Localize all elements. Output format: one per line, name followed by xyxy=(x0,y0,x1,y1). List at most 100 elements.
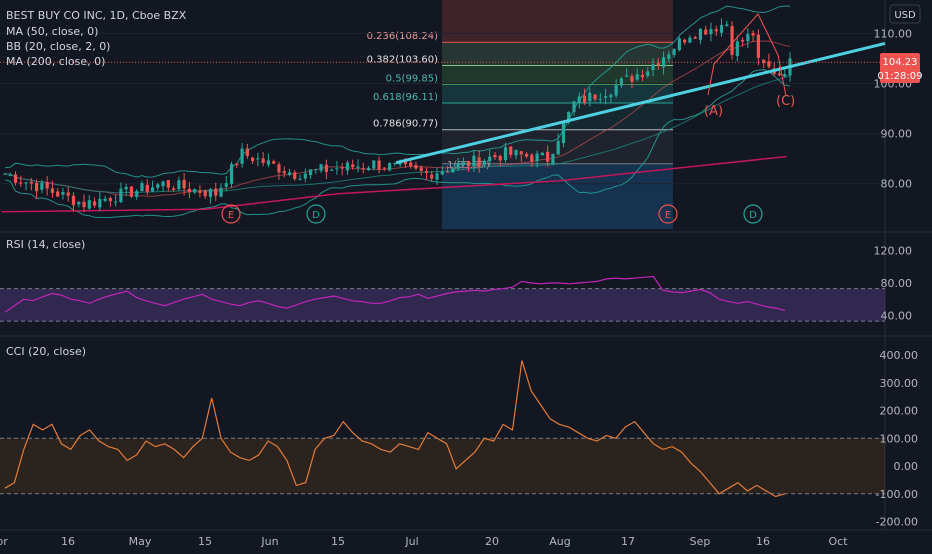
currency-label: USD xyxy=(894,10,916,21)
candle-body xyxy=(103,198,107,201)
x-axis-tick: 17 xyxy=(621,535,635,548)
currency-badge xyxy=(889,4,921,24)
cci-axis-tick: 400.00 xyxy=(880,349,919,362)
candle-body xyxy=(588,92,592,102)
candle-body xyxy=(303,173,307,179)
cci-axis-tick: -100.00 xyxy=(876,488,918,501)
candle-body xyxy=(598,98,602,100)
event-marker-letter: E xyxy=(665,210,671,221)
candle-body xyxy=(135,191,139,197)
candle-body xyxy=(114,201,118,203)
candle-body xyxy=(256,158,260,160)
cci-axis-tick: 100.00 xyxy=(880,432,919,445)
candle-body xyxy=(625,75,629,77)
candle-body xyxy=(35,182,39,192)
fib-level-label: 0.5(99.85) xyxy=(386,73,438,84)
candle-body xyxy=(214,188,218,196)
candle-body xyxy=(308,169,313,176)
candle-body xyxy=(235,163,239,166)
candle-body xyxy=(382,167,386,169)
last-price-tag xyxy=(880,53,920,83)
event-marker: E xyxy=(221,204,241,224)
candle-body xyxy=(182,179,186,189)
fib-level-label: 0.382(103.60) xyxy=(367,54,439,65)
candle-body xyxy=(614,85,618,96)
fib-zone xyxy=(442,0,673,43)
price-axis-tick: 80.00 xyxy=(881,178,913,191)
candle-body xyxy=(251,157,255,162)
candle-body xyxy=(535,153,539,162)
candle-body xyxy=(561,122,566,144)
candle-body xyxy=(461,161,465,166)
candle-body xyxy=(551,153,555,164)
fib-level-label: 0.786(90.77) xyxy=(373,119,438,130)
candle-body xyxy=(282,171,286,174)
candle-body xyxy=(287,172,292,176)
candle-body xyxy=(92,201,97,206)
candle-body xyxy=(324,164,328,172)
candle-body xyxy=(29,181,33,184)
candle-body xyxy=(193,189,197,193)
wave-label-a: (A) xyxy=(704,104,723,119)
candle-body xyxy=(398,162,402,165)
candle-body xyxy=(387,163,392,171)
fib-level-label: 0.618(96.11) xyxy=(373,92,438,103)
candle-body xyxy=(372,160,376,169)
indicator-legend: MA (50, close, 0) xyxy=(6,25,98,38)
candle-body xyxy=(150,187,155,192)
x-axis-tick: 15 xyxy=(331,535,345,548)
candle-body xyxy=(266,160,271,165)
x-axis-tick: 20 xyxy=(485,535,499,548)
candle-body xyxy=(688,37,692,43)
cci-axis-tick: 200.00 xyxy=(880,405,919,418)
event-marker-circle xyxy=(658,204,678,224)
candle-body xyxy=(530,154,534,162)
price-axis-tick: 110.00 xyxy=(874,27,913,40)
candle-body xyxy=(440,171,444,175)
candle-body xyxy=(604,96,608,98)
candle-body xyxy=(377,160,381,170)
price-axis-tick: 90.00 xyxy=(881,128,913,141)
candle-body xyxy=(704,29,708,35)
candle-body xyxy=(524,153,529,157)
candle-body xyxy=(619,78,624,86)
candle-body xyxy=(171,188,176,190)
candle-body xyxy=(419,167,423,171)
candle-body xyxy=(498,155,502,161)
candle-body xyxy=(140,183,144,192)
candle-body xyxy=(693,37,697,39)
candle-body xyxy=(24,182,28,184)
candle-body xyxy=(366,167,371,171)
fib-zone xyxy=(442,42,673,66)
candle-body xyxy=(87,200,91,209)
candle-body xyxy=(403,161,408,165)
candle-body xyxy=(261,158,265,163)
rsi-band-fill xyxy=(0,288,885,322)
candle-body xyxy=(556,141,560,155)
candle-body xyxy=(667,54,671,59)
trendline xyxy=(395,41,886,165)
fib-zone xyxy=(442,84,673,103)
candle-body xyxy=(451,168,455,173)
candle-body xyxy=(435,173,439,180)
candle-body xyxy=(683,39,687,43)
rsi-axis-tick: 40.00 xyxy=(881,309,913,322)
candle-body xyxy=(240,148,244,164)
candle-body xyxy=(203,191,207,197)
wave-label-c: (C) xyxy=(776,94,795,109)
x-axis-tick: May xyxy=(129,535,152,548)
candle-body xyxy=(714,29,718,32)
ma200-line xyxy=(1,155,787,213)
rsi-axis-tick: 80.00 xyxy=(881,277,913,290)
candle-body xyxy=(314,169,318,171)
x-axis-tick: pr xyxy=(0,535,8,548)
x-axis-tick: Jul xyxy=(404,535,418,548)
candle-body xyxy=(161,181,165,187)
candle-body xyxy=(467,161,471,167)
candle-body xyxy=(756,34,760,58)
candle-body xyxy=(61,192,65,195)
event-marker-letter: D xyxy=(312,210,320,221)
candle-body xyxy=(414,165,418,169)
